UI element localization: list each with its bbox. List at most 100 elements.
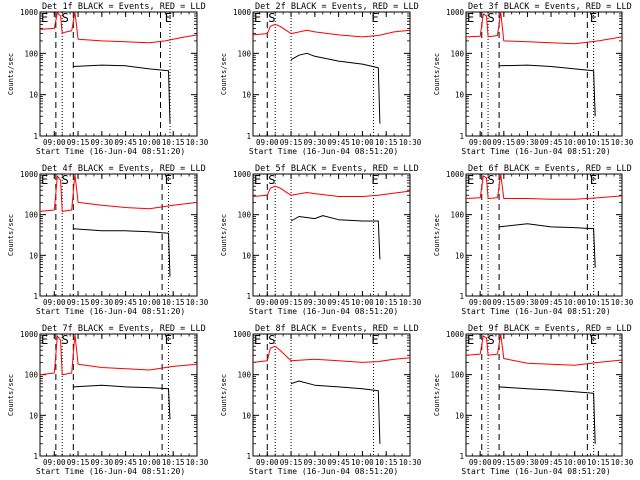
phase-marker: E: [41, 333, 48, 347]
x-tick-label: 09:00: [469, 458, 492, 467]
phase-marker: E: [590, 173, 597, 187]
x-tick-label: 09:15: [493, 138, 516, 147]
x-tick-label: 09:30: [516, 138, 539, 147]
series-line-events: [290, 52, 381, 124]
x-tick-label: 09:15: [493, 458, 516, 467]
x-tick-label: 09:30: [91, 298, 114, 307]
x-tick-label: 09:15: [67, 138, 90, 147]
x-tick-label: 10:15: [162, 458, 185, 467]
chart-panel: Det 4f BLACK = Events, RED = LLD 1 10 100 10…: [7, 164, 209, 316]
chart-panel: Det 5f BLACK = Events, RED = LLD 1 10 100 10…: [220, 164, 422, 316]
x-tick-label: 10:15: [162, 138, 185, 147]
x-axis-label: Start Time (16-Jun-04 08:51:20): [461, 467, 610, 476]
y-tick-label: 1: [459, 292, 464, 301]
series-line-lld: [252, 345, 411, 363]
y-tick-label: 1: [246, 292, 251, 301]
chart-panel: Det 6f BLACK = Events, RED = LLD 1 10 100 10…: [433, 164, 634, 316]
x-tick-label: 10:30: [611, 458, 634, 467]
series-line-events: [499, 64, 596, 117]
plot-frame: [39, 173, 198, 297]
y-tick-label: 10: [455, 91, 465, 100]
x-tick-label: 09:00: [256, 458, 279, 467]
phase-marker: E: [254, 173, 261, 187]
chart-title: Det 2f BLACK = Events, RED = LLD: [255, 2, 419, 12]
y-tick-label: 100: [450, 211, 464, 220]
y-tick-label: 1000: [20, 8, 39, 17]
phase-marker: E: [467, 333, 474, 347]
y-tick-label: 1: [33, 452, 38, 461]
y-axis-label: Counts/sec: [7, 374, 15, 416]
y-axis-label: Counts/sec: [433, 374, 441, 416]
phase-marker: E: [41, 11, 48, 25]
x-tick-label: 09:15: [280, 138, 303, 147]
phase-marker: E: [254, 333, 261, 347]
y-tick-label: 100: [450, 49, 464, 58]
y-tick-label: 1000: [233, 330, 252, 339]
x-tick-label: 09:30: [516, 458, 539, 467]
phase-marker: E: [371, 333, 378, 347]
series-line-events: [290, 380, 381, 444]
phase-marker: E: [165, 11, 172, 25]
y-tick-label: 1000: [233, 170, 252, 179]
y-tick-label: 1: [33, 292, 38, 301]
phase-marker: S: [487, 11, 494, 25]
x-tick-label: 10:30: [399, 298, 422, 307]
x-tick-label: 10:15: [587, 138, 610, 147]
y-tick-label: 1000: [446, 330, 465, 339]
phase-marker: E: [590, 11, 597, 25]
x-tick-label: 09:00: [43, 458, 66, 467]
x-tick-label: 09:15: [67, 458, 90, 467]
y-axis-label: Counts/sec: [220, 53, 228, 95]
phase-marker: E: [41, 173, 48, 187]
x-tick-label: 10:00: [138, 458, 161, 467]
x-tick-label: 09:45: [327, 458, 350, 467]
phase-marker: E: [165, 173, 172, 187]
x-axis-label: Start Time (16-Jun-04 08:51:20): [461, 307, 610, 316]
x-axis-label: Start Time (16-Jun-04 08:51:20): [249, 307, 398, 316]
series-line-events: [499, 386, 596, 444]
y-tick-label: 1: [33, 132, 38, 141]
chart-title: Det 3f BLACK = Events, RED = LLD: [468, 2, 632, 12]
series-line-lld: [465, 333, 623, 366]
phase-marker: E: [590, 333, 597, 347]
plot-frame: [252, 11, 411, 137]
y-tick-label: 1000: [20, 330, 39, 339]
y-tick-label: 10: [242, 251, 252, 260]
x-tick-label: 09:45: [114, 298, 137, 307]
phase-marker: E: [254, 11, 261, 25]
chart-title: Det 9f BLACK = Events, RED = LLD: [468, 324, 632, 334]
chart-panel: Det 1f BLACK = Events, RED = LLD 1 10 100 10…: [7, 2, 209, 156]
x-tick-label: 09:45: [540, 138, 563, 147]
y-tick-label: 1: [459, 452, 464, 461]
y-tick-label: 100: [24, 371, 38, 380]
series-line-events: [73, 64, 171, 124]
x-tick-label: 09:30: [516, 298, 539, 307]
x-tick-label: 09:30: [91, 458, 114, 467]
series-line-events: [499, 223, 596, 268]
y-tick-label: 100: [24, 211, 38, 220]
y-tick-label: 1: [246, 132, 251, 141]
x-tick-label: 10:00: [351, 298, 374, 307]
plot-frame: [39, 333, 198, 457]
chart-panel: Det 7f BLACK = Events, RED = LLD 1 10 100 10…: [7, 324, 209, 476]
y-tick-label: 100: [237, 371, 251, 380]
x-axis-label: Start Time (16-Jun-04 08:51:20): [36, 307, 185, 316]
x-tick-label: 09:45: [540, 458, 563, 467]
plot-frame: [465, 11, 623, 137]
x-tick-label: 10:00: [563, 298, 586, 307]
x-tick-label: 09:15: [493, 298, 516, 307]
x-tick-label: 10:15: [162, 298, 185, 307]
plot-frame: [252, 333, 411, 457]
y-tick-label: 1000: [233, 8, 252, 17]
chart-title: Det 1f BLACK = Events, RED = LLD: [42, 2, 206, 12]
x-axis-label: Start Time (16-Jun-04 08:51:20): [249, 147, 398, 156]
x-tick-label: 09:00: [43, 298, 66, 307]
series-line-lld: [252, 23, 411, 38]
chart-title: Det 5f BLACK = Events, RED = LLD: [255, 164, 419, 174]
x-tick-label: 10:15: [587, 458, 610, 467]
chart-title: Det 7f BLACK = Events, RED = LLD: [42, 324, 206, 334]
x-tick-label: 10:00: [138, 298, 161, 307]
x-tick-label: 10:30: [399, 458, 422, 467]
series-line-events: [290, 215, 381, 260]
x-tick-label: 10:00: [351, 458, 374, 467]
